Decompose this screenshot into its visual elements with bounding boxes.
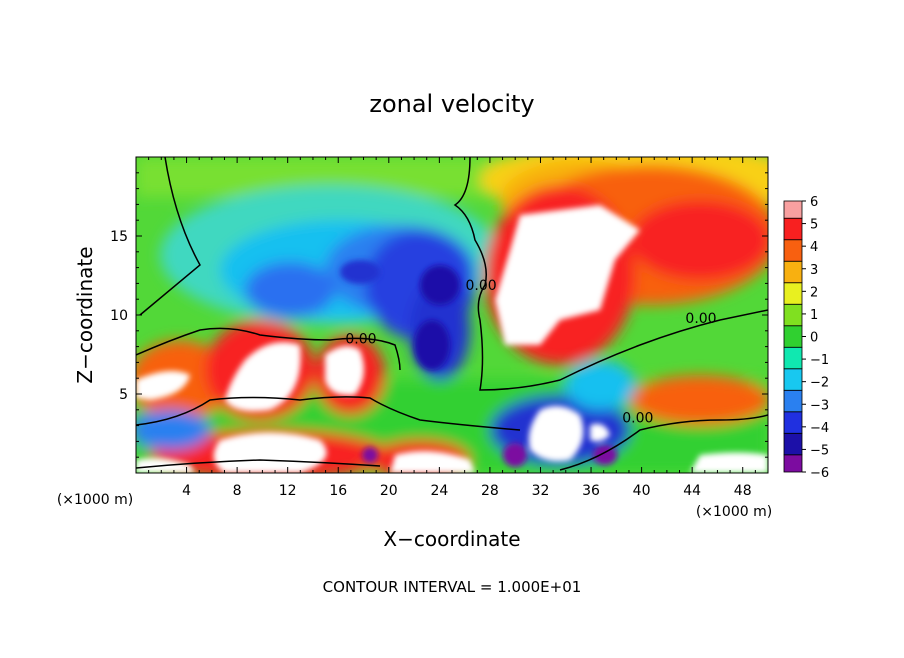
contour-label: 0.00 [465, 278, 496, 294]
colorbar-swatch [783, 217, 803, 241]
colorbar-swatch [783, 303, 803, 327]
y-axis-label: Z−coordinate [73, 246, 97, 383]
x-tick-label: 36 [582, 483, 600, 499]
colorbar-swatch [783, 260, 803, 284]
colorbar-label: 1 [810, 308, 818, 323]
y-tick-label: 10 [110, 308, 128, 324]
colorbar-swatch [783, 411, 803, 434]
x-axis-label: X−coordinate [383, 527, 520, 551]
y-tick-label: 15 [110, 229, 128, 245]
velocity-field [136, 157, 768, 473]
contour-interval-note: CONTOUR INTERVAL = 1.000E+01 [323, 578, 582, 596]
colorbar-label: 5 [810, 218, 818, 233]
x-tick-label: 8 [233, 483, 242, 499]
x-tick-label: 24 [430, 483, 448, 499]
colorbar-swatch [783, 239, 803, 262]
colorbar-swatch [783, 346, 803, 370]
x-unit-right: (×1000 m) [696, 504, 772, 520]
colorbar-label: −4 [810, 421, 829, 436]
colorbar-label: 4 [810, 240, 818, 255]
colorbar-swatch [783, 389, 803, 413]
zero-contours [136, 157, 768, 471]
colorbar-swatch [783, 454, 803, 473]
colorbar: 6 5 4 3 2 1 0 −1 −2 −3 −4 −5 −6 [783, 195, 829, 481]
x-tick-label: 32 [532, 483, 550, 499]
colorbar-label: −6 [810, 466, 829, 481]
x-tick-label: 28 [481, 483, 499, 499]
x-tick-label: 20 [380, 483, 398, 499]
x-tick-label: 4 [182, 483, 191, 499]
contour-label: 0.00 [685, 311, 716, 327]
x-axis: 4 8 12 16 20 24 28 32 36 40 44 48 [148, 157, 756, 499]
colorbar-swatch [783, 282, 803, 305]
chart-title: zonal velocity [369, 90, 534, 118]
colorbar-swatch [783, 368, 803, 391]
colorbar-label: −2 [810, 376, 829, 391]
x-tick-label: 40 [633, 483, 651, 499]
x-unit-left: (×1000 m) [57, 492, 133, 508]
colorbar-label: 3 [810, 263, 818, 278]
colorbar-swatch [783, 200, 803, 219]
x-tick-label: 44 [683, 483, 701, 499]
colorbar-swatch [783, 325, 803, 348]
colorbar-label: −5 [810, 443, 829, 458]
y-tick-label: 5 [119, 387, 128, 403]
contour-labels: 0.00 0.00 0.00 0.00 [345, 278, 716, 427]
contour-label: 0.00 [345, 332, 376, 348]
x-tick-label: 16 [329, 483, 347, 499]
x-tick-label: 12 [279, 483, 297, 499]
colorbar-label: −3 [810, 398, 829, 413]
colorbar-label: 6 [810, 195, 818, 210]
colorbar-label: 0 [810, 331, 818, 346]
y-axis: 5 10 15 [110, 172, 768, 458]
colorbar-swatch [783, 432, 803, 456]
colorbar-label: 2 [810, 285, 818, 300]
field-layer-detail [136, 205, 768, 473]
contour-label: 0.00 [622, 411, 653, 427]
x-tick-label: 48 [734, 483, 752, 499]
colorbar-label: −1 [810, 353, 829, 368]
